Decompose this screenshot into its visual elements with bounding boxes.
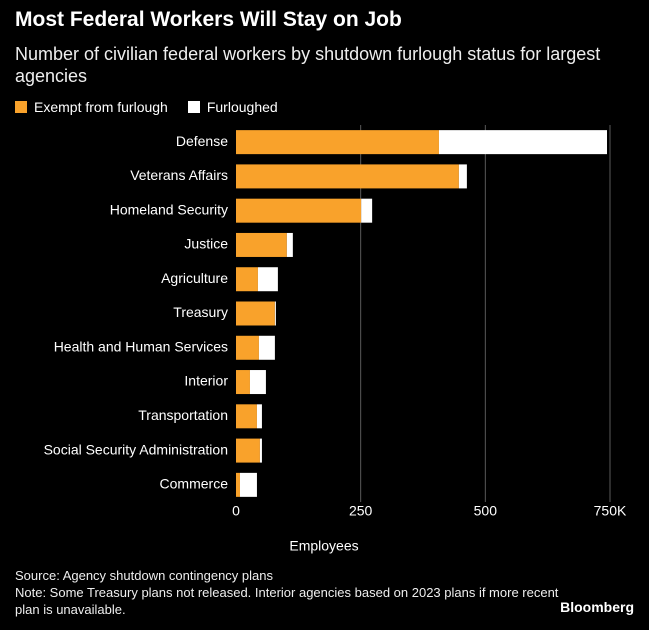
x-tick-label: 0 bbox=[232, 503, 240, 519]
footer: Source: Agency shutdown contingency plan… bbox=[15, 567, 560, 618]
y-tick-label: Interior bbox=[184, 373, 228, 389]
y-tick-label: Homeland Security bbox=[110, 201, 228, 217]
y-tick-label: Justice bbox=[184, 236, 228, 252]
chart-title: Most Federal Workers Will Stay on Job bbox=[15, 8, 402, 31]
bar bbox=[258, 335, 275, 360]
bar bbox=[236, 472, 240, 497]
legend-swatch bbox=[187, 101, 200, 113]
x-tick-label: 750K bbox=[594, 503, 627, 519]
legend: Exempt from furlough Furloughed bbox=[15, 99, 278, 115]
x-tick-label: 500 bbox=[474, 503, 498, 519]
y-tick-label: Defense bbox=[176, 133, 228, 149]
legend-swatch bbox=[15, 101, 27, 113]
legend-item: Furloughed bbox=[187, 99, 278, 115]
x-tick-label: 250 bbox=[349, 503, 373, 519]
bar bbox=[236, 198, 362, 223]
source: Source: Agency shutdown contingency plan… bbox=[15, 568, 274, 583]
bar bbox=[438, 130, 608, 155]
brand: Bloomberg bbox=[560, 599, 634, 615]
bar bbox=[236, 301, 275, 326]
y-tick-label: Commerce bbox=[160, 476, 229, 492]
bar bbox=[236, 164, 459, 189]
y-tick-label: Treasury bbox=[173, 304, 228, 320]
bar bbox=[286, 232, 293, 257]
bar bbox=[239, 472, 257, 497]
bar bbox=[236, 438, 260, 463]
bar bbox=[236, 267, 258, 292]
bar bbox=[249, 370, 266, 395]
legend-item: Exempt from furlough bbox=[15, 99, 168, 115]
bar bbox=[236, 335, 259, 360]
bar bbox=[259, 438, 262, 463]
y-tick-label: Agriculture bbox=[161, 270, 228, 286]
x-axis-label: Employees bbox=[289, 538, 358, 554]
bar bbox=[274, 301, 276, 326]
bar bbox=[256, 404, 262, 429]
bar bbox=[361, 198, 373, 223]
bar bbox=[458, 164, 467, 189]
legend-label: Exempt from furlough bbox=[34, 99, 168, 115]
y-tick-label: Veterans Affairs bbox=[130, 167, 228, 183]
y-tick-label: Health and Human Services bbox=[54, 338, 228, 354]
chart-subtitle: Number of civilian federal workers by sh… bbox=[15, 44, 601, 86]
bar bbox=[257, 267, 278, 292]
y-tick-label: Social Security Administration bbox=[44, 441, 228, 457]
note: Note: Some Treasury plans not released. … bbox=[15, 585, 559, 617]
legend-label: Furloughed bbox=[206, 99, 278, 115]
bar bbox=[236, 370, 250, 395]
bar bbox=[236, 404, 257, 429]
bar bbox=[236, 232, 287, 257]
y-tick-label: Transportation bbox=[138, 407, 228, 423]
bar bbox=[236, 130, 439, 155]
